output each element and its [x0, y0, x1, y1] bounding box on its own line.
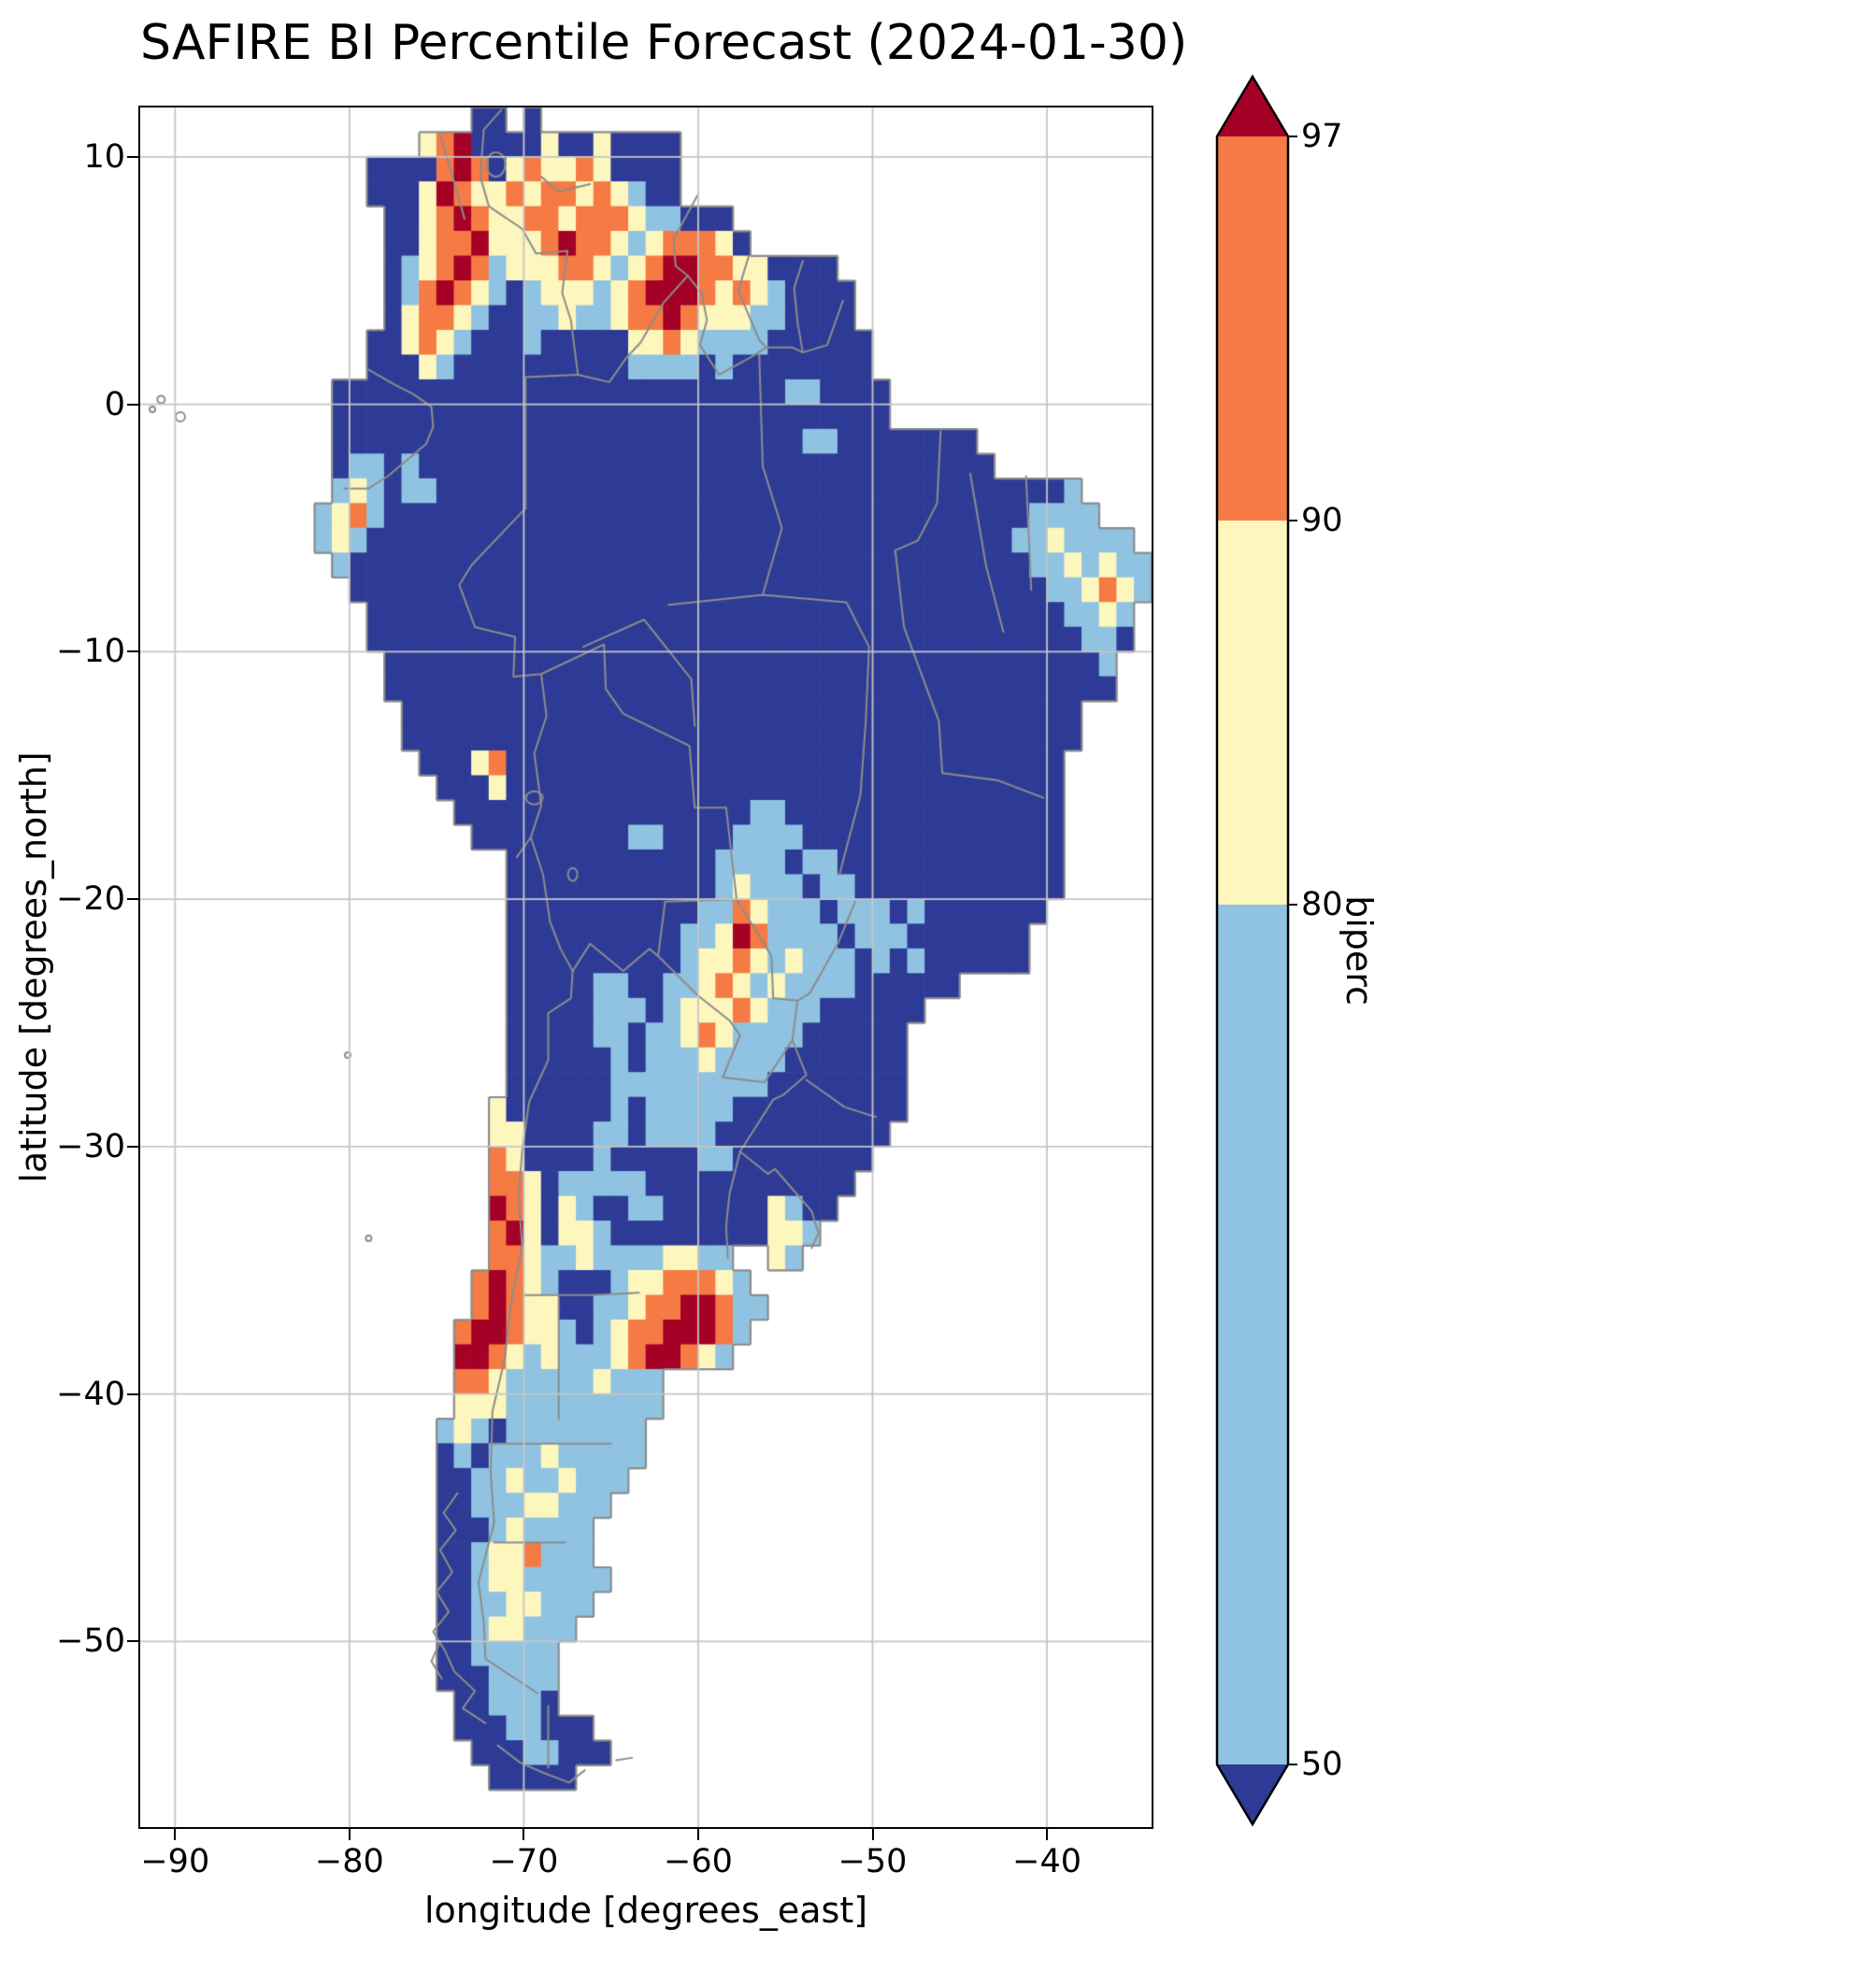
x-tick-label: −70	[489, 1843, 559, 1880]
colorbar-tick-mark	[1289, 1764, 1297, 1765]
colorbar-tick-label: 90	[1301, 502, 1343, 539]
y-tick-label: 0	[104, 385, 125, 423]
y-tick-label: −50	[56, 1622, 125, 1661]
x-tick-mark	[523, 1829, 525, 1840]
plot-title: SAFIRE BI Percentile Forecast (2024-01-3…	[140, 15, 1188, 71]
colorbar-tick-label: 97	[1301, 118, 1343, 155]
y-tick-mark	[127, 155, 138, 158]
colorbar-tick-label: 50	[1301, 1746, 1343, 1783]
x-tick-label: −80	[314, 1843, 384, 1880]
map-canvas	[140, 107, 1152, 1827]
y-tick-mark	[127, 1145, 138, 1148]
x-tick-mark	[871, 1829, 874, 1840]
x-tick-label: −60	[664, 1843, 733, 1880]
colorbar-label: biperc	[1339, 895, 1380, 1006]
x-tick-label: −90	[140, 1843, 210, 1880]
colorbar-outline	[1215, 74, 1290, 1827]
x-axis-label: longitude [degrees_east]	[423, 1890, 868, 1931]
x-tick-mark	[348, 1829, 351, 1840]
y-tick-mark	[127, 650, 138, 653]
colorbar-under-triangle	[1217, 1764, 1288, 1824]
y-tick-label: −10	[56, 633, 125, 671]
y-tick-label: −30	[56, 1127, 125, 1165]
y-tick-label: 10	[83, 137, 125, 176]
colorbar	[1215, 74, 1290, 1827]
colorbar-tick-mark	[1289, 904, 1297, 906]
y-tick-mark	[127, 403, 138, 406]
y-axis-label: latitude [degrees_north]	[13, 751, 54, 1183]
colorbar-segment-80-90	[1217, 521, 1288, 905]
y-tick-label: −40	[56, 1375, 125, 1413]
x-tick-label: −40	[1012, 1843, 1081, 1880]
x-tick-mark	[1046, 1829, 1049, 1840]
x-tick-label: −50	[838, 1843, 908, 1880]
map-axes	[138, 106, 1153, 1829]
colorbar-tick-mark	[1289, 136, 1297, 137]
colorbar-segment-50-80	[1217, 905, 1288, 1764]
colorbar-segment-90-97	[1217, 136, 1288, 521]
colorbar-tick-mark	[1289, 520, 1297, 521]
x-tick-mark	[696, 1829, 699, 1840]
colorbar-over-triangle	[1217, 77, 1288, 136]
colorbar-tick-label: 80	[1301, 886, 1343, 923]
y-tick-mark	[127, 1640, 138, 1643]
y-tick-mark	[127, 1393, 138, 1395]
x-tick-mark	[174, 1829, 177, 1840]
y-tick-mark	[127, 898, 138, 901]
y-tick-label: −20	[56, 880, 125, 919]
